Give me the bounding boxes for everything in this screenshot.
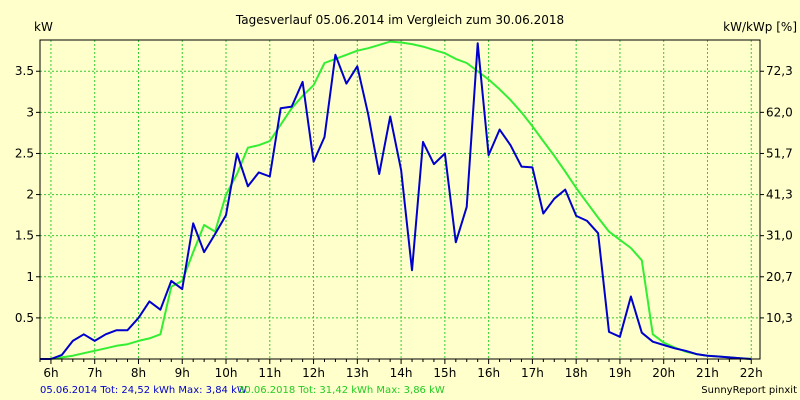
grid [40, 40, 760, 359]
x-tick-label: 15h [433, 366, 456, 380]
y-tick-label-left: 2 [26, 188, 34, 202]
y-tick-label-right: 72,3 [766, 64, 793, 78]
y-tick-label-left: 3.5 [15, 64, 34, 78]
x-tick-label: 14h [390, 366, 413, 380]
tick-labels: 6h 7h 8h 9h 10h 11h 12h 13h 14h 15h 16h 17h 18h 19h 20… [15, 64, 793, 380]
footer-credit: SunnyReport pinxit [701, 385, 797, 396]
x-tick-label: 7h [87, 366, 102, 380]
x-tick-label: 19h [609, 366, 632, 380]
y-tick-label-right: 51,7 [766, 146, 793, 160]
x-tick-label: 17h [521, 366, 544, 380]
y-tick-label-left: 0.5 [15, 311, 34, 325]
y-tick-label-right: 31,0 [766, 229, 793, 243]
y-tick-label-left: 1 [26, 270, 34, 284]
y-tick-label-right: 20,7 [766, 270, 793, 284]
y-axis-right-label: kW/kWp [%] [723, 20, 797, 34]
y-tick-label-right: 62,0 [766, 105, 793, 119]
y-tick-label-left: 2.5 [15, 146, 34, 160]
x-tick-label: 22h [740, 366, 763, 380]
x-tick-label: 11h [258, 366, 281, 380]
series-line-30-06-2018 [40, 40, 752, 360]
x-tick-label: 20h [652, 366, 675, 380]
y-tick-label-left: 1.5 [15, 229, 34, 243]
plot-frame [39, 39, 761, 360]
legend-entry-2014: 05.06.2014 Tot: 24,52 kWh Max: 3,84 kW [40, 385, 247, 396]
x-tick-label: 6h [43, 366, 58, 380]
x-tick-label: 13h [346, 366, 369, 380]
chart-title: Tagesverlauf 05.06.2014 im Vergleich zum… [235, 13, 564, 27]
series-group [40, 40, 752, 360]
x-tick-label: 9h [175, 366, 190, 380]
plot-area [40, 40, 760, 359]
x-tick-label: 16h [477, 366, 500, 380]
y-tick-label-right: 41,3 [766, 188, 793, 202]
y-tick-label-right: 10,3 [766, 311, 793, 325]
x-tick-label: 21h [696, 366, 719, 380]
x-tick-label: 12h [302, 366, 325, 380]
y-tick-label-left: 3 [26, 105, 34, 119]
x-tick-label: 18h [565, 366, 588, 380]
x-tick-label: 10h [215, 366, 238, 380]
series-line-05-06-2014 [40, 42, 752, 360]
y-axis-left-label: kW [34, 20, 53, 34]
legend-entry-2018: 30.06.2018 Tot: 31,42 kWh Max: 3,86 kW [238, 385, 445, 396]
x-tick-label: 8h [131, 366, 146, 380]
